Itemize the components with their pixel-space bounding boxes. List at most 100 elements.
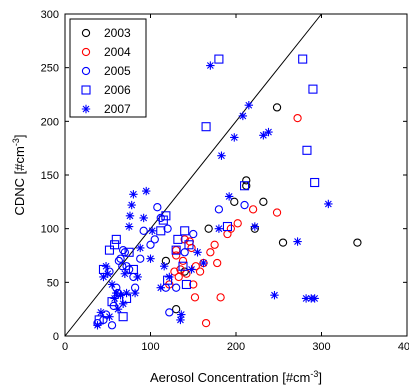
point-2007 — [230, 133, 239, 142]
one-to-one-line — [64, 13, 322, 337]
point-2005 — [150, 235, 159, 244]
point-2007 — [116, 291, 125, 300]
point-2006 — [156, 226, 166, 236]
point-2007 — [324, 199, 333, 209]
point-2004 — [178, 256, 188, 266]
point-2004 — [191, 262, 200, 271]
point-2007 — [107, 280, 117, 289]
point-2003 — [180, 267, 189, 276]
point-2003 — [230, 197, 239, 206]
point-2004 — [187, 243, 196, 253]
x-tick-label: 300 — [312, 341, 330, 353]
point-2003 — [171, 305, 181, 314]
point-2007 — [127, 200, 136, 210]
point-2007 — [99, 272, 108, 282]
point-2007 — [146, 254, 155, 263]
point-2007 — [199, 258, 208, 268]
x-axis-label: Aerosol Concentration [#cm-3] — [150, 369, 322, 385]
point-2004 — [201, 318, 211, 328]
point-2007 — [310, 294, 319, 303]
point-2005 — [240, 200, 249, 210]
point-2006 — [310, 177, 320, 188]
point-2004 — [248, 205, 258, 214]
point-2006 — [214, 54, 224, 64]
y-axis-label: CDNC [#cm-3] — [11, 135, 27, 216]
x-tick-label: 200 — [227, 341, 245, 353]
point-2007 — [156, 283, 165, 292]
x-tick-label: 0 — [62, 341, 68, 353]
point-2006 — [173, 234, 183, 244]
point-2006 — [222, 221, 232, 232]
point-2005 — [189, 229, 198, 239]
series-2004 — [165, 113, 302, 328]
point-2005 — [118, 245, 128, 255]
legend: 2003 2004 2005 2006 2007 — [69, 18, 147, 118]
point-2005 — [163, 224, 172, 233]
point-2007 — [206, 61, 215, 70]
point-2004 — [190, 293, 200, 302]
legend-marker-2004 — [81, 47, 91, 57]
point-2004 — [189, 280, 198, 289]
point-2006 — [128, 264, 138, 275]
point-2007 — [217, 151, 226, 160]
point-2004 — [216, 293, 225, 302]
point-2004 — [210, 240, 219, 249]
point-2006 — [161, 211, 171, 221]
point-2007 — [103, 269, 112, 278]
point-2007 — [105, 312, 114, 321]
y-tick-label: 100 — [41, 224, 59, 236]
point-2006 — [124, 247, 134, 257]
point-2005 — [118, 262, 127, 271]
y-tick-label: 50 — [47, 277, 59, 289]
legend-label-2006: 2006 — [104, 83, 131, 97]
point-2007 — [176, 315, 185, 325]
point-2007 — [224, 192, 234, 201]
x-tick-label: 100 — [141, 341, 159, 353]
point-2006 — [104, 245, 115, 255]
series-2003 — [161, 103, 362, 314]
point-2007 — [148, 226, 157, 236]
series-2005 — [93, 200, 249, 330]
point-2007 — [133, 272, 142, 282]
point-2006 — [201, 122, 211, 132]
legend-marker-2005 — [81, 66, 91, 76]
point-2004 — [174, 272, 183, 282]
point-2007 — [130, 288, 140, 298]
point-2007 — [293, 237, 302, 246]
point-2007 — [301, 294, 311, 303]
point-2007 — [139, 213, 148, 223]
point-2007 — [187, 265, 196, 274]
point-2007 — [93, 321, 102, 330]
tick-labels: 0 100 200 300 400 0 50 100 150 200 250 300 — [41, 9, 409, 353]
point-2006 — [181, 279, 191, 290]
point-2007 — [120, 269, 130, 278]
point-2007 — [165, 272, 174, 282]
legend-marker-2007 — [81, 104, 91, 114]
point-2007 — [118, 299, 128, 308]
y-tick-label: 300 — [41, 9, 59, 21]
point-2004 — [195, 267, 205, 276]
legend-marker-2003 — [81, 28, 91, 38]
point-2005 — [136, 254, 145, 263]
point-2003 — [272, 103, 282, 112]
point-2006 — [110, 240, 120, 250]
y-tick-label: 250 — [41, 63, 59, 75]
x-tick-label: 400 — [398, 341, 409, 353]
point-2007 — [136, 243, 145, 253]
point-2005 — [146, 240, 155, 249]
point-2004 — [293, 113, 302, 123]
point-2007 — [259, 131, 268, 140]
series-2006 — [94, 54, 320, 325]
point-2006 — [298, 54, 308, 64]
point-2006 — [171, 245, 181, 255]
point-2007 — [177, 310, 186, 319]
point-2006 — [107, 297, 117, 307]
point-2003 — [242, 176, 251, 185]
point-2004 — [170, 267, 179, 276]
point-2007 — [264, 127, 273, 137]
point-2006 — [178, 261, 188, 271]
point-2003 — [259, 197, 268, 206]
point-2007 — [142, 186, 151, 196]
point-2006 — [302, 145, 312, 155]
